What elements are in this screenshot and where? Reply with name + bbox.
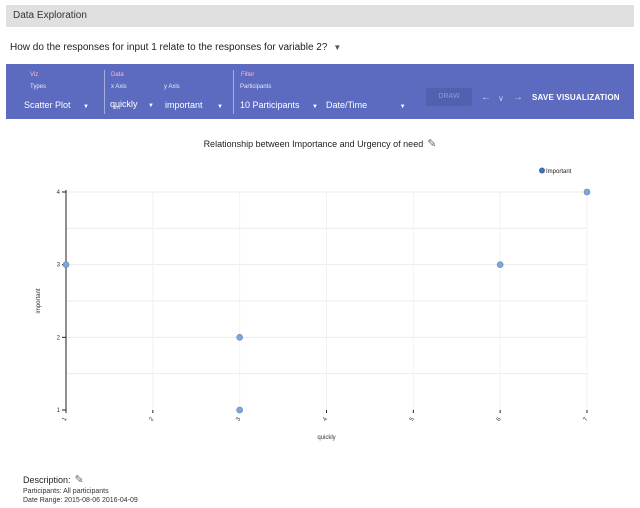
filter-section-label: Filter — [241, 72, 255, 78]
y-tick-label: 1 — [57, 408, 61, 414]
chevron-down-icon: ▼ — [312, 104, 318, 110]
section-divider — [233, 70, 234, 114]
y-tick-label: 4 — [57, 190, 61, 196]
pencil-icon[interactable]: ✎ — [74, 474, 84, 486]
x-tick-label: 7 — [583, 416, 590, 422]
section-divider — [104, 70, 105, 114]
page-header: Data Exploration — [6, 5, 634, 27]
visualization-toolbar: Viz Types Scatter Plot ▼ Data x Axis qui… — [6, 64, 634, 119]
save-visualization-button[interactable]: SAVE VISUALIZATION — [532, 93, 620, 102]
participants-label: Participants — [240, 84, 272, 90]
data-point — [583, 188, 591, 196]
data-point — [236, 334, 243, 341]
x-axis-sublabel: list — [114, 105, 121, 111]
participants-select[interactable]: 10 Participants ▼ — [240, 95, 318, 113]
y-axis-select[interactable]: important ▼ — [165, 95, 223, 113]
viz-section-label: Viz — [30, 72, 39, 78]
viz-type-select[interactable]: Scatter Plot ▼ — [24, 95, 89, 113]
viz-type-value: Scatter Plot — [24, 100, 71, 110]
data-point — [62, 261, 70, 268]
chevron-down-icon: ▼ — [333, 43, 342, 52]
x-tick-label: 3 — [235, 416, 242, 422]
x-axis-title: quickly — [317, 435, 335, 441]
pencil-icon[interactable]: ✎ — [427, 138, 437, 150]
chevron-down-icon: ▼ — [82, 104, 89, 110]
y-axis-value: important — [165, 100, 203, 110]
x-tick-label: 5 — [409, 416, 416, 422]
description-label: Description: — [23, 475, 71, 485]
description-participants: Participants: All participants — [23, 488, 109, 495]
data-point — [236, 406, 243, 414]
x-axis-value: quickly — [110, 99, 138, 109]
y-tick-label: 3 — [57, 263, 61, 269]
description-date-range: Date Range: 2015-08-06 2016-04-09 — [23, 497, 138, 504]
data-section-label: Data — [111, 72, 124, 78]
question-selector[interactable]: How do the responses for input 1 relate … — [10, 42, 341, 53]
chart-title-text: Relationship between Importance and Urge… — [203, 139, 424, 149]
legend-marker — [539, 167, 545, 174]
draw-button[interactable]: DRAW — [426, 88, 472, 106]
chevron-down-icon: ▼ — [399, 104, 406, 110]
description-heading: Description: ✎ — [23, 473, 84, 486]
x-tick-label: 4 — [322, 416, 329, 422]
page-title: Data Exploration — [13, 10, 87, 21]
question-text: How do the responses for input 1 relate … — [10, 42, 328, 53]
arrow-left-icon[interactable]: ← — [481, 92, 491, 103]
x-tick-label: 2 — [149, 416, 156, 422]
chevron-down-icon[interactable]: ∨ — [498, 94, 504, 103]
date-time-select[interactable]: Date/Time ▼ — [326, 95, 406, 113]
participants-value: 10 Participants — [240, 100, 300, 110]
y-axis-label: y Axis — [164, 84, 180, 90]
chevron-down-icon: ▼ — [216, 104, 223, 110]
x-tick-label: 6 — [496, 416, 503, 422]
chevron-down-icon: ▼ — [147, 103, 154, 109]
x-tick-label: 1 — [62, 416, 69, 422]
y-axis-title: important — [36, 288, 42, 313]
x-axis-label: x Axis — [111, 84, 127, 90]
chart-title: Relationship between Importance and Urge… — [0, 137, 640, 150]
legend-label: Important — [546, 169, 572, 175]
arrow-right-icon[interactable]: → — [513, 92, 523, 103]
data-point — [496, 261, 504, 268]
viz-types-label: Types — [30, 84, 47, 90]
x-axis-select[interactable]: quickly ▼ — [110, 94, 154, 112]
y-tick-label: 2 — [57, 335, 61, 341]
date-time-value: Date/Time — [326, 100, 368, 110]
